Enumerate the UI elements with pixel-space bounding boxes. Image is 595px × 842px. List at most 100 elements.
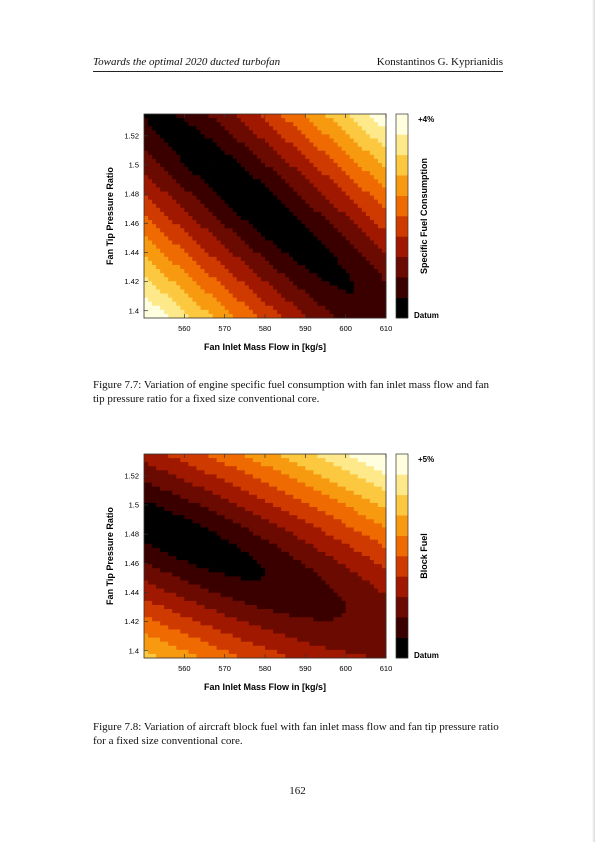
heatmap-cell: [369, 466, 375, 471]
heatmap-cell: [144, 531, 149, 536]
heatmap-cell: [184, 539, 189, 545]
heatmap-cell: [349, 498, 355, 504]
heatmap-cell: [144, 490, 149, 496]
heatmap-cell: [192, 252, 197, 258]
heatmap-cell: [192, 228, 197, 233]
heatmap-cell: [156, 539, 161, 545]
heatmap-cell: [265, 580, 270, 585]
heatmap-cell: [289, 539, 294, 545]
heatmap-cell: [357, 252, 363, 258]
heatmap-cell: [317, 228, 322, 233]
heatmap-cell: [248, 543, 254, 549]
heatmap-cell: [361, 551, 367, 557]
heatmap-cell: [285, 478, 290, 483]
heatmap-cell: [224, 195, 230, 201]
heatmap-cell: [176, 216, 181, 221]
heatmap-cell: [305, 187, 310, 192]
heatmap-cell: [216, 535, 222, 541]
heatmap-cell: [329, 507, 334, 512]
heatmap-cell: [168, 305, 173, 311]
heatmap-cell: [204, 228, 209, 233]
heatmap-cell: [152, 220, 157, 225]
heatmap-cell: [349, 458, 355, 463]
heatmap-cell: [317, 154, 322, 160]
heatmap-cell: [252, 187, 258, 192]
heatmap-cell: [329, 179, 334, 184]
heatmap-cell: [289, 118, 294, 123]
heatmap-cell: [156, 547, 161, 553]
heatmap-cell: [333, 126, 338, 131]
heatmap-cell: [256, 171, 262, 176]
heatmap-cell: [252, 458, 258, 463]
heatmap-cell: [289, 511, 294, 516]
heatmap-cell: [260, 281, 266, 286]
heatmap-cell: [228, 236, 234, 241]
heatmap-cell: [248, 560, 254, 565]
heatmap-cell: [220, 232, 226, 237]
heatmap-cell: [325, 498, 330, 504]
heatmap-cell: [297, 207, 302, 213]
heatmap-cell: [252, 269, 258, 274]
heatmap-cell: [281, 297, 286, 303]
heatmap-cell: [333, 560, 338, 565]
heatmap-cell: [333, 150, 338, 156]
heatmap-cell: [156, 309, 161, 315]
heatmap-cell: [192, 458, 197, 463]
heatmap-cell: [244, 297, 250, 303]
heatmap-cell: [297, 134, 302, 139]
heatmap-cell: [341, 187, 347, 192]
heatmap-cell: [281, 220, 286, 225]
heatmap-cell: [192, 507, 197, 512]
heatmap-cell: [381, 454, 387, 459]
heatmap-cell: [353, 220, 359, 225]
heatmap-cell: [148, 146, 153, 152]
heatmap-cell: [265, 232, 270, 237]
heatmap-cell: [240, 240, 246, 245]
heatmap-cell: [297, 256, 302, 262]
heatmap-cell: [204, 535, 209, 541]
heatmap-cell: [301, 216, 306, 221]
heatmap-cell: [373, 232, 379, 237]
heatmap-cell: [317, 273, 322, 278]
heatmap-cell: [337, 478, 343, 483]
heatmap-cell: [164, 462, 169, 467]
heatmap-cell: [256, 309, 262, 315]
heatmap-cell: [212, 211, 217, 217]
heatmap-cell: [281, 289, 286, 294]
heatmap-cell: [269, 211, 274, 217]
heatmap-cell: [333, 244, 338, 250]
heatmap-cell: [285, 568, 290, 573]
heatmap-cell: [232, 114, 238, 119]
heatmap-cell: [160, 293, 165, 298]
heatmap-cell: [265, 146, 270, 152]
heatmap-cell: [192, 572, 197, 577]
heatmap-cell: [313, 179, 318, 184]
heatmap-cell: [365, 179, 371, 184]
heatmap-cell: [204, 179, 209, 184]
heatmap-cell: [244, 551, 250, 557]
heatmap-cell: [329, 543, 334, 549]
heatmap-cell: [228, 203, 234, 209]
heatmap-cell: [369, 293, 375, 298]
heatmap-cell: [244, 244, 250, 250]
heatmap-cell: [381, 187, 387, 192]
heatmap-cell: [317, 531, 322, 536]
heatmap-cell: [216, 118, 222, 123]
heatmap-cell: [240, 179, 246, 184]
heatmap-cell: [236, 236, 242, 241]
heatmap-cell: [357, 470, 363, 475]
heatmap-cell: [248, 470, 254, 475]
heatmap-cell: [357, 179, 363, 184]
heatmap-cell: [321, 535, 326, 541]
heatmap-cell: [184, 269, 189, 274]
heatmap-cell: [180, 502, 185, 508]
heatmap-cell: [269, 474, 274, 479]
heatmap-cell: [212, 162, 217, 168]
heatmap-cell: [156, 301, 161, 307]
heatmap-cell: [152, 269, 157, 274]
heatmap-cell: [232, 301, 238, 307]
heatmap-cell: [160, 183, 165, 188]
heatmap-cell: [325, 560, 330, 565]
heatmap-cell: [281, 454, 286, 459]
heatmap-cell: [196, 158, 201, 164]
